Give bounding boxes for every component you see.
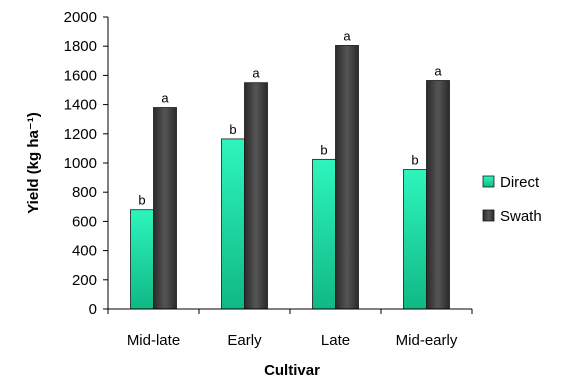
data-label-direct-mid-early: b	[411, 153, 418, 168]
y-axis-title: Yield (kg ha⁻¹)	[25, 112, 42, 214]
bar-swath-mid-early	[426, 80, 450, 310]
bar-swath-early	[244, 82, 268, 310]
bar-direct-late	[312, 158, 336, 310]
y-tick-label: 2000	[64, 9, 97, 26]
legend-swatch-swath	[482, 209, 495, 222]
x-tick-label-mid-early: Mid-early	[396, 332, 458, 349]
legend: Direct Swath	[482, 174, 542, 225]
legend-swatch-direct	[482, 175, 495, 188]
data-label-swath-late: a	[343, 28, 351, 43]
y-tick-label: 1400	[64, 97, 97, 114]
data-label-direct-mid-late: b	[138, 193, 145, 208]
data-label-swath-early: a	[252, 66, 260, 81]
y-tick-label: 0	[89, 301, 97, 318]
y-tick-label: 1000	[64, 155, 97, 172]
data-label-swath-mid-early: a	[434, 64, 442, 79]
data-label-direct-late: b	[320, 142, 327, 157]
bar-direct-early	[221, 138, 245, 310]
bar-direct-mid-early	[403, 169, 427, 310]
legend-label-swath: Swath	[500, 208, 542, 225]
x-axis-title: Cultivar	[264, 362, 320, 379]
y-tick-label: 1600	[64, 67, 97, 84]
x-tick-label-mid-late: Mid-late	[127, 332, 180, 349]
y-tick-label: 1200	[64, 126, 97, 143]
bar-swath-mid-late	[153, 107, 177, 310]
bar-swath-late	[335, 45, 359, 310]
y-tick-label: 200	[72, 272, 97, 289]
data-label-direct-early: b	[229, 122, 236, 137]
y-tick-label: 1800	[64, 38, 97, 55]
y-tick-label: 400	[72, 243, 97, 260]
y-tick-label: 600	[72, 213, 97, 230]
x-tick-label-early: Early	[227, 332, 262, 349]
data-label-swath-mid-late: a	[161, 91, 169, 106]
x-tick-label-late: Late	[321, 332, 350, 349]
y-tick-label: 800	[72, 184, 97, 201]
bar-direct-mid-late	[130, 209, 154, 310]
legend-label-direct: Direct	[500, 174, 540, 191]
